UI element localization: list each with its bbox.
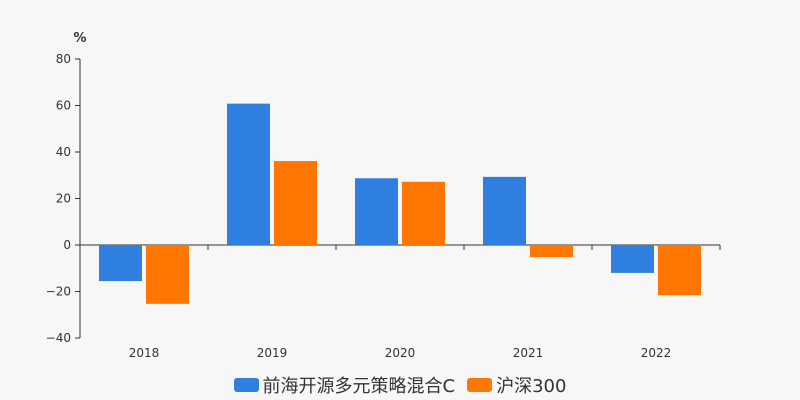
x-tick-label: 2018: [129, 346, 160, 360]
legend: 前海开源多元策略混合C 沪深300: [0, 372, 800, 398]
y-tick-label: 0: [63, 238, 71, 252]
x-tick-label: 2021: [513, 346, 544, 360]
x-tick-label: 2020: [385, 346, 416, 360]
x-tick-label: 2019: [257, 346, 288, 360]
y-tick-label: −40: [46, 331, 71, 345]
legend-item-index[interactable]: 沪深300: [467, 372, 566, 398]
bar-fund: [227, 103, 270, 245]
y-tick-label: 20: [56, 192, 71, 206]
y-tick-label: 80: [56, 52, 71, 66]
legend-label-index: 沪深300: [496, 376, 567, 397]
legend-item-fund[interactable]: 前海开源多元策略混合C: [233, 372, 456, 398]
legend-label-fund: 前海开源多元策略混合C: [262, 376, 456, 397]
y-tick-label: 60: [56, 99, 71, 113]
bar-index: [146, 245, 189, 304]
bar-fund: [611, 245, 654, 273]
x-tick-label: 2022: [641, 346, 672, 360]
y-tick-label: −20: [46, 285, 71, 299]
labels: −40 −20 0 20 40 60 80% 2018 2019 2020 2021 2022: [46, 31, 672, 360]
bar-fund: [483, 176, 526, 245]
bar-fund: [355, 178, 398, 245]
legend-swatch-index: [467, 378, 493, 392]
legend-swatch-fund: [233, 378, 259, 392]
bar-index: [530, 245, 573, 258]
bar-index: [658, 245, 701, 296]
bars: [99, 103, 701, 304]
bar-index: [274, 161, 317, 245]
bar-fund: [99, 245, 142, 282]
y-axis-unit-label: %: [73, 31, 86, 46]
y-tick-label: 40: [56, 145, 71, 159]
bar-index: [402, 181, 445, 245]
